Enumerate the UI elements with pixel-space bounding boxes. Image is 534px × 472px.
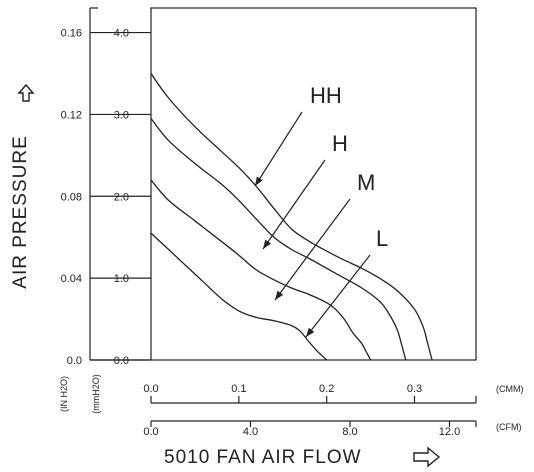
series-label-m: M	[357, 170, 375, 195]
y-axis-label: AIR PRESSURE	[10, 135, 31, 288]
series-leader-arrow-icon	[263, 239, 272, 249]
plot-frame	[150, 7, 477, 361]
series-line-h	[150, 118, 407, 361]
x-tick-label-cmm: 0.0	[143, 383, 158, 395]
series-label-hh: HH	[310, 83, 342, 108]
labels-layer: AIR PRESSURE (IN H2O) (mmH2O) (CMM) (CFM…	[10, 83, 524, 468]
y-tick-label-mmh2o: 0.0	[114, 355, 129, 367]
y-tick-label-inh2o: 0.0	[67, 355, 82, 367]
series-line-m	[150, 179, 372, 361]
y-tick-label-mmh2o: 4.0	[114, 28, 129, 40]
y-tick-label-mmh2o: 3.0	[114, 109, 129, 121]
series-line-l	[150, 232, 328, 361]
y-axis-arrow-icon	[17, 83, 35, 102]
y-tick-label-inh2o: 0.12	[61, 109, 82, 121]
y-tick-label-inh2o: 0.08	[61, 191, 82, 203]
series-leader-arrow-icon	[255, 176, 263, 186]
series-leader-hh	[254, 111, 303, 187]
series-leader-h	[262, 159, 326, 250]
x-axis-label: 5010 FAN AIR FLOW	[164, 447, 362, 468]
series-line-hh	[150, 73, 433, 361]
y-tick-label-mmh2o: 2.0	[114, 191, 129, 203]
x-tick-label-cmm: 0.1	[231, 383, 246, 395]
series-label-h: H	[332, 131, 348, 156]
x-tick-label-cfm: 0.0	[143, 426, 158, 438]
x-axis-arrow-icon	[413, 446, 441, 468]
x-tick-label-cfm: 4.0	[243, 426, 258, 438]
y-tick-label-inh2o: 0.04	[61, 273, 82, 285]
axes-layer: 0.0 0.0 1.0 0.04 2.0 0.08 3.0 0.12 4.0 0.16 0.0 0.1…	[61, 7, 477, 438]
x-unit-primary-label: (CMM)	[496, 384, 524, 394]
x-tick-label-cmm: 0.3	[407, 383, 422, 395]
x-tick-label-cfm: 12.0	[439, 426, 460, 438]
series-label-l: L	[376, 226, 388, 251]
y-unit-inner-label: (mmH2O)	[91, 374, 101, 414]
y-tick-label-mmh2o: 1.0	[114, 273, 129, 285]
series-leader-l	[305, 254, 371, 338]
series-leader-arrow-icon	[275, 290, 284, 300]
y-tick-label-inh2o: 0.16	[61, 28, 82, 40]
x-unit-secondary-label: (CFM)	[496, 422, 522, 432]
series-leader-m	[274, 198, 351, 301]
series-leader-arrow-icon	[306, 327, 315, 337]
x-tick-label-cmm: 0.2	[319, 383, 334, 395]
y-unit-outer-label: (IN H2O)	[59, 376, 69, 412]
x-tick-label-cfm: 8.0	[342, 426, 357, 438]
